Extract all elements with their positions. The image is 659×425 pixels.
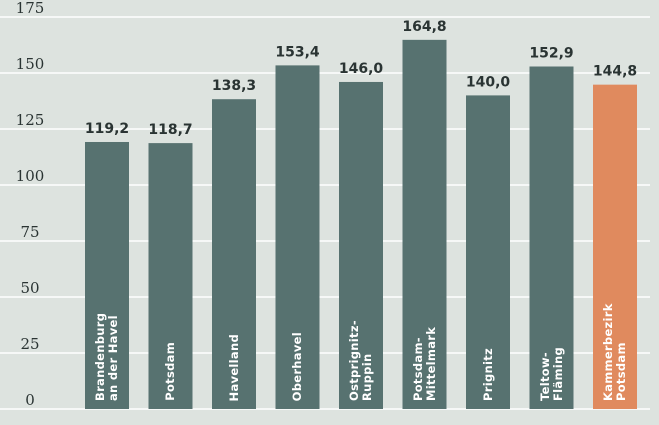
bar	[529, 66, 574, 409]
y-tick-label: 25	[20, 335, 39, 353]
bar	[339, 81, 383, 410]
y-tick-label: 50	[20, 279, 39, 297]
category-label: Brandenburg an der Havel	[93, 312, 120, 401]
bar	[593, 84, 637, 409]
value-label: 140,0	[466, 74, 511, 90]
value-label: 146,0	[339, 61, 384, 77]
category-label: Ostprignitz-Ruppin	[347, 320, 374, 401]
value-label: 119,2	[85, 121, 129, 137]
value-label: 152,9	[529, 46, 573, 62]
bar	[212, 99, 256, 409]
bar	[402, 39, 447, 410]
category-label: Havelland	[226, 334, 241, 402]
y-tick-label: 150	[16, 55, 45, 73]
y-tick-label: 100	[16, 167, 45, 185]
category-label: Potsdam-Mittelmark	[410, 326, 438, 401]
value-label: 118,7	[148, 122, 192, 138]
bar	[466, 95, 510, 410]
y-tick-label: 125	[16, 111, 45, 129]
value-label: 164,8	[402, 19, 446, 35]
bar	[85, 141, 129, 409]
category-label: Oberhavel	[290, 332, 304, 402]
value-label: 144,8	[593, 64, 637, 80]
category-label: Potsdam	[163, 342, 177, 401]
bar	[275, 65, 320, 409]
value-label: 153,4	[275, 44, 320, 60]
y-tick-label: 75	[20, 223, 39, 241]
value-label: 138,3	[212, 78, 256, 94]
category-label: Kammerbezirk Potsdam	[601, 303, 628, 401]
y-tick-label: 175	[16, 0, 45, 17]
y-tick-label: 0	[25, 391, 35, 409]
category-label: Prignitz	[480, 348, 495, 401]
category-label: Teltow-Fläming	[537, 346, 565, 401]
bar	[148, 143, 193, 409]
